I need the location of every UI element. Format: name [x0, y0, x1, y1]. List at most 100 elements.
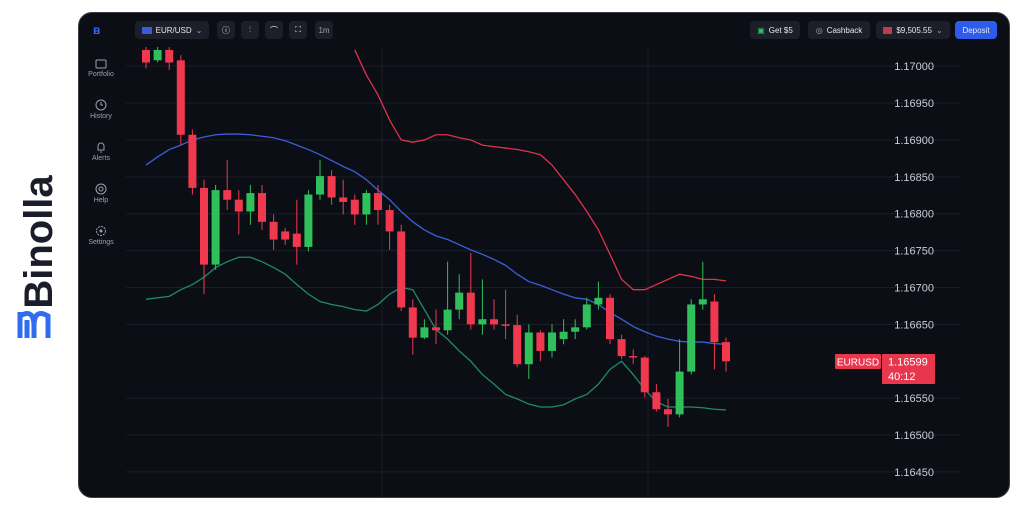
candle — [304, 190, 313, 252]
candle — [594, 281, 603, 310]
candle — [675, 339, 684, 418]
candle — [153, 47, 162, 63]
nav-settings[interactable]: Settings — [79, 225, 123, 246]
fullscreen-button[interactable]: ⛶ — [289, 21, 307, 39]
candle-body — [675, 371, 684, 415]
candle — [316, 159, 324, 200]
deposit-button[interactable]: Deposit — [955, 21, 997, 39]
brand-icon — [17, 311, 51, 338]
candle — [559, 319, 568, 345]
candle — [223, 159, 232, 211]
candle-body — [652, 392, 661, 410]
candle — [478, 279, 487, 335]
price-axis: 1.17000 1.16950 1.16900 1.16850 1.16800 1.167… — [835, 61, 935, 479]
candle — [350, 194, 359, 225]
candle — [142, 47, 150, 69]
icon — [97, 142, 105, 153]
candle-body — [664, 409, 672, 415]
bonus-label: Get $5 — [768, 25, 793, 35]
candle-body — [142, 49, 150, 63]
candle — [524, 324, 533, 379]
y-tick-label: 1.16900 — [894, 135, 934, 147]
nav-help[interactable]: Help — [79, 183, 123, 204]
candle-body — [258, 193, 266, 222]
candle — [687, 299, 696, 375]
nav-label: Help — [93, 197, 109, 204]
nav-history[interactable]: History — [79, 99, 123, 120]
pair: EUR/USD — [155, 25, 192, 35]
candle-body — [710, 301, 719, 343]
nav-label: History — [90, 113, 112, 120]
candle-body — [408, 307, 417, 338]
bonus-button[interactable]: ▣ Get $5 — [750, 21, 800, 39]
y-tick-label: 1.16500 — [894, 430, 934, 442]
candles — [142, 47, 730, 427]
y-tick-label: 1.16550 — [894, 393, 934, 405]
candle — [385, 204, 394, 250]
nav-label: Settings — [88, 239, 114, 246]
candle-body — [269, 221, 278, 240]
candle-body — [536, 332, 545, 351]
icon — [96, 226, 106, 236]
candle — [374, 184, 382, 225]
indicators-button[interactable]: ⫶ — [241, 21, 259, 39]
candle-body — [698, 299, 707, 305]
candle — [513, 314, 522, 368]
candle-body — [722, 342, 730, 362]
candle — [664, 398, 672, 427]
candle — [501, 289, 510, 340]
candle-body — [617, 339, 626, 357]
candle-body — [188, 134, 197, 188]
candle-body — [559, 331, 568, 340]
cashback-label: Cashback — [826, 25, 863, 35]
icon — [95, 59, 107, 69]
candle-body — [640, 357, 649, 393]
candle-body — [501, 324, 510, 326]
candle — [536, 330, 545, 362]
caret: ⌄ — [195, 25, 203, 35]
candle-body — [443, 309, 452, 331]
balance-selector[interactable]: $9,505.55 ⌄ — [876, 21, 950, 39]
candle-body — [234, 199, 243, 212]
candle — [420, 319, 429, 340]
candle — [629, 349, 638, 365]
candle-body — [478, 319, 487, 325]
candle-body — [466, 292, 475, 325]
drawing-button[interactable]: ⌒ — [265, 21, 283, 39]
info-button[interactable]: ⓘ — [217, 21, 235, 39]
pair-selector[interactable]: EUR/USD ⌄ — [135, 21, 209, 39]
candle-body — [594, 297, 603, 305]
caret: ⌄ — [935, 25, 943, 35]
icon — [95, 183, 107, 195]
candle-body — [374, 193, 382, 211]
nav-portfolio[interactable]: Portfolio — [79, 57, 123, 78]
nav-alerts[interactable]: Alerts — [79, 141, 123, 162]
candle-body — [176, 60, 185, 135]
candle-body — [200, 187, 208, 265]
plot-area — [126, 47, 960, 497]
candle-body — [350, 199, 359, 215]
candle — [652, 384, 661, 412]
candle — [269, 214, 278, 250]
candle-body — [316, 176, 324, 195]
y-tick-label: 1.16800 — [894, 209, 934, 221]
flag — [883, 26, 893, 34]
candle — [640, 356, 649, 398]
cashback-button[interactable]: ◎ Cashback — [808, 21, 870, 39]
candle-body — [339, 197, 348, 202]
candle-body — [246, 193, 255, 212]
candle — [582, 297, 591, 330]
candle-body — [211, 190, 220, 265]
candle-body — [281, 231, 290, 240]
brand-name: Binolla — [17, 175, 61, 309]
candle — [292, 199, 301, 265]
timeframe[interactable]: 1m — [315, 21, 333, 39]
candle — [490, 299, 498, 330]
current-price-tag — [882, 354, 935, 384]
y-tick-label: 1.16700 — [894, 282, 934, 294]
app-logo: ʙ — [93, 23, 101, 37]
candle — [339, 179, 348, 215]
brand-logo: Binolla — [10, 150, 70, 350]
candle-body — [420, 327, 429, 338]
candle — [188, 129, 197, 195]
